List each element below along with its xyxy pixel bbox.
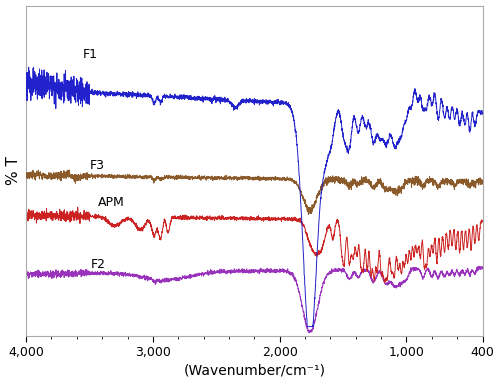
Y-axis label: % T: % T xyxy=(6,156,20,185)
Text: F3: F3 xyxy=(90,159,104,172)
Text: F1: F1 xyxy=(83,48,98,61)
X-axis label: (Wavenumber/cm⁻¹): (Wavenumber/cm⁻¹) xyxy=(184,363,326,377)
Text: APM: APM xyxy=(98,196,125,209)
Text: F2: F2 xyxy=(91,258,106,271)
